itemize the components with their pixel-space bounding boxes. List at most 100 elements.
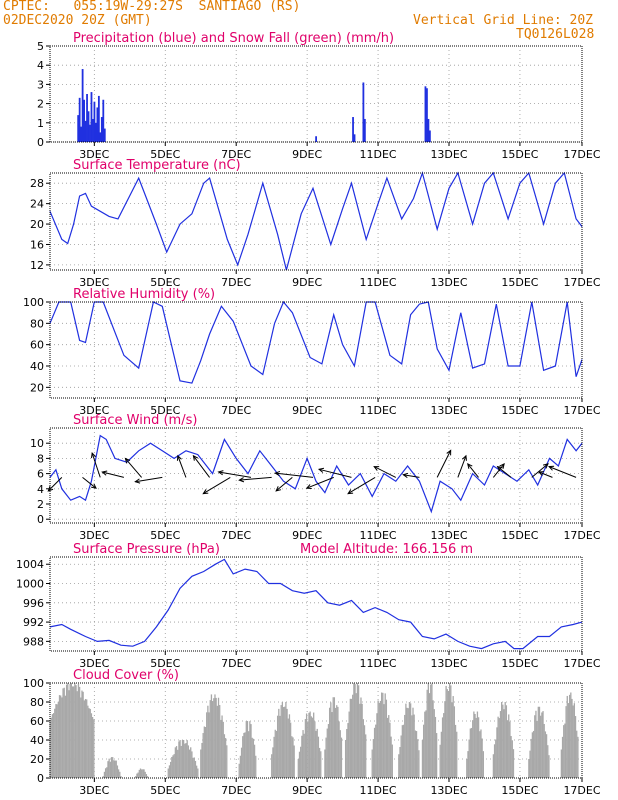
cloud-bar xyxy=(206,712,208,778)
precip-bar xyxy=(99,132,102,142)
cloud-bar xyxy=(83,700,85,778)
cloud-bar xyxy=(71,686,74,778)
cloud-bar xyxy=(226,745,228,778)
cloud-bar xyxy=(502,704,504,778)
cloud-bar xyxy=(362,719,364,778)
precip-bar xyxy=(81,69,84,142)
cloud-bar xyxy=(286,708,288,778)
cloud-bar xyxy=(530,738,532,778)
header-station: CPTEC: 055:19W-29:27S SANTIAGO (RS) xyxy=(3,0,301,14)
cloud-bar xyxy=(180,745,182,778)
cloud-bar xyxy=(202,733,204,778)
cloud-bar xyxy=(451,702,453,778)
wind-arrow xyxy=(457,454,467,478)
cloud-bar xyxy=(497,716,499,778)
precip-bar xyxy=(77,115,80,142)
panel-temp: Surface Temperature (nC) 12 16 20 24 28 3DEC 5D… xyxy=(30,158,601,289)
cloud-bar xyxy=(540,715,542,778)
cloud-bar xyxy=(356,683,359,778)
cloud-bar xyxy=(450,685,452,778)
precip-bar xyxy=(352,117,354,142)
cloud-bar xyxy=(399,747,401,778)
cloud-bar xyxy=(331,712,333,778)
cloud-bar xyxy=(371,749,373,778)
header-grid-note: Vertical Grid Line: 20Z xyxy=(413,13,594,28)
x-tick-label: 7DEC xyxy=(221,657,251,670)
header-date: 02DEC2020 20Z (GMT) xyxy=(3,13,152,28)
cloud-bar xyxy=(186,740,188,778)
cloud-bar xyxy=(86,699,88,778)
cloud-bar xyxy=(238,763,240,778)
cloud-bar xyxy=(310,716,312,778)
cloud-bar xyxy=(195,765,198,778)
x-tick-label: 15DEC xyxy=(501,657,538,670)
precip-bar xyxy=(427,118,430,142)
precip-bar xyxy=(362,82,365,142)
cloud-bar xyxy=(135,776,137,778)
wind-arrow xyxy=(124,457,143,478)
y-tick-label: 996 xyxy=(23,597,44,610)
wind-arrow-head xyxy=(446,449,452,456)
x-tick-label: 13DEC xyxy=(430,276,467,289)
x-tick-label: 3DEC xyxy=(79,404,109,417)
panel-title: Cloud Cover (%) xyxy=(73,668,179,683)
cloud-bar xyxy=(453,706,456,778)
cloud-bar xyxy=(577,736,579,778)
cloud-bar xyxy=(454,724,457,778)
cloud-bar xyxy=(418,750,420,778)
cloud-bar xyxy=(379,700,382,778)
wind-arrow-shaft xyxy=(275,477,293,492)
cloud-bar xyxy=(113,760,115,778)
x-tick-label: 17DEC xyxy=(563,657,600,670)
cloud-bar xyxy=(50,717,52,778)
cloud-bar xyxy=(90,713,93,778)
y-tick-label: 992 xyxy=(23,616,44,629)
cloud-bar xyxy=(172,755,174,778)
y-tick-label: 1004 xyxy=(16,558,44,571)
wind-arrow-shaft xyxy=(373,466,397,478)
wind-arrow-head xyxy=(496,465,503,472)
cloud-bar xyxy=(537,706,539,778)
cloud-bar xyxy=(114,760,116,778)
y-tick-label: 24 xyxy=(30,198,44,211)
header-code: TQ0126L028 xyxy=(516,27,595,42)
cloud-bar xyxy=(476,711,479,778)
cloud-bar xyxy=(415,731,418,778)
cloud-bar xyxy=(326,728,328,778)
cloud-bar xyxy=(439,744,441,778)
wind-arrow xyxy=(47,477,63,492)
x-tick-label: 13DEC xyxy=(430,657,467,670)
cloud-bar xyxy=(108,758,110,778)
cloud-bar xyxy=(561,736,564,778)
cloud-bar xyxy=(477,717,480,778)
cloud-bar xyxy=(503,709,505,778)
cloud-bar xyxy=(496,727,498,778)
cloud-bar xyxy=(428,693,431,778)
cloud-bar xyxy=(510,736,512,778)
precip-bar xyxy=(84,120,87,142)
cloud-bar xyxy=(106,767,108,778)
cloud-bar xyxy=(203,726,205,778)
y-tick-label: 0 xyxy=(37,513,44,526)
x-tick-label: 5DEC xyxy=(150,529,180,542)
x-tick-label: 13DEC xyxy=(430,404,467,417)
wind-arrow-head xyxy=(101,470,108,476)
precip-bar xyxy=(426,88,428,142)
cloud-bar xyxy=(219,705,221,778)
x-tick-label: 7DEC xyxy=(221,276,251,289)
series-line xyxy=(49,558,583,650)
cloud-bar xyxy=(49,721,51,778)
cloud-bar xyxy=(65,684,68,778)
cloud-bar xyxy=(456,731,458,778)
wind-arrow-shaft xyxy=(218,471,252,478)
cloud-bar xyxy=(248,731,250,778)
wind-arrow xyxy=(436,449,452,478)
cloud-bar xyxy=(184,743,186,778)
cloud-bar xyxy=(354,684,356,778)
cloud-bar xyxy=(452,696,454,778)
y-tick-label: 1 xyxy=(37,117,44,130)
cloud-bar xyxy=(78,686,81,778)
precip-bar xyxy=(89,124,91,142)
x-tick-label: 17DEC xyxy=(563,784,600,797)
cloud-bar xyxy=(104,768,107,778)
